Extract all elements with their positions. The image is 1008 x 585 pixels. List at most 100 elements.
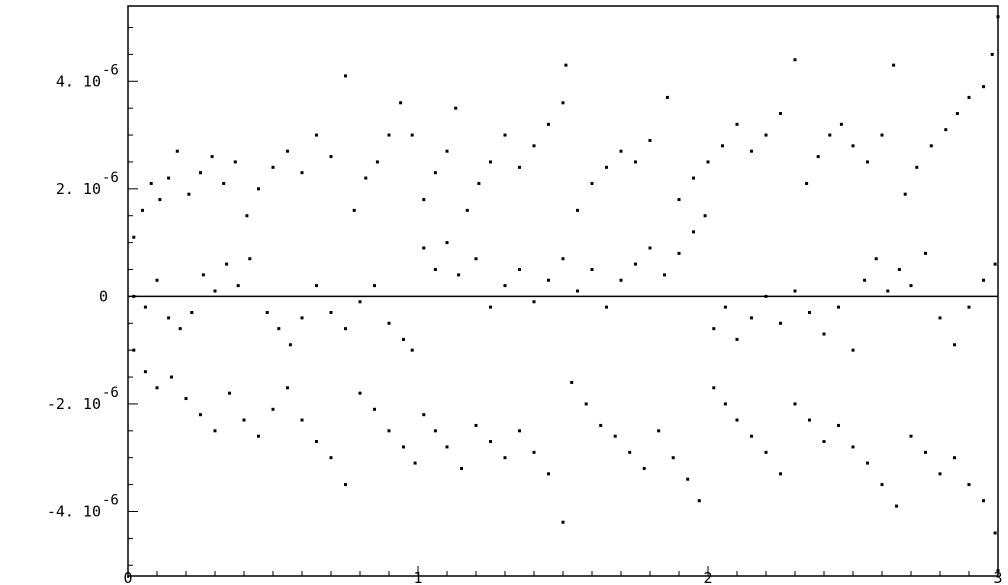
data-point [897, 267, 901, 271]
data-point [764, 294, 768, 298]
data-point [576, 289, 579, 293]
data-point [735, 418, 739, 422]
data-point [465, 208, 469, 212]
data-point [503, 456, 507, 460]
data-point [167, 176, 171, 180]
data-point [851, 445, 855, 449]
data-point [547, 472, 550, 476]
data-point [924, 251, 927, 255]
data-point [300, 171, 304, 175]
data-point [422, 198, 426, 202]
data-point [265, 311, 269, 315]
data-point [213, 429, 217, 433]
data-point [663, 273, 666, 277]
data-point [410, 133, 414, 137]
data-point [837, 423, 840, 427]
data-point [199, 171, 202, 175]
data-point [300, 418, 304, 422]
data-points [132, 15, 1000, 573]
data-point [474, 423, 478, 427]
data-point [996, 15, 1000, 19]
data-point [132, 348, 136, 352]
data-point [222, 181, 226, 185]
data-point [619, 149, 623, 153]
data-point [503, 133, 507, 137]
y-tick-label: 4. 10 [56, 72, 101, 90]
data-point [210, 155, 214, 159]
data-point [213, 289, 217, 293]
data-point [590, 181, 594, 185]
data-point [837, 305, 840, 309]
data-point [329, 311, 333, 315]
x-tick-label: 1 [413, 569, 422, 585]
data-point [793, 402, 797, 406]
data-point [532, 300, 536, 304]
data-point [764, 450, 768, 454]
data-point [561, 520, 565, 524]
data-point [518, 429, 521, 433]
data-point [938, 472, 942, 476]
data-point [677, 251, 681, 255]
data-point [433, 429, 437, 433]
data-point [628, 450, 632, 454]
data-point [257, 187, 260, 191]
data-point [648, 246, 652, 250]
data-point [358, 300, 362, 304]
data-point [155, 278, 159, 282]
data-point [286, 386, 289, 390]
data-point [590, 267, 594, 271]
data-point [422, 413, 426, 417]
data-point [143, 305, 147, 309]
data-point [692, 230, 695, 234]
data-point [170, 375, 173, 379]
data-point [570, 380, 574, 384]
data-point [402, 337, 405, 341]
y-tick-label: 0 [99, 287, 108, 305]
data-point [143, 370, 147, 374]
data-point [671, 456, 675, 460]
data-point [149, 181, 153, 185]
data-point [445, 445, 449, 449]
data-point [634, 262, 637, 266]
data-point [286, 149, 289, 153]
y-tick-exponent: -6 [102, 170, 119, 186]
data-point [457, 273, 461, 277]
data-point [886, 289, 890, 293]
data-point [764, 133, 768, 137]
data-point [874, 257, 878, 261]
data-point [816, 155, 820, 159]
data-point [233, 160, 237, 164]
data-point [564, 63, 568, 67]
data-point [271, 165, 275, 169]
data-point [967, 95, 971, 99]
data-point [518, 165, 521, 169]
data-point [750, 434, 753, 438]
data-point [712, 327, 716, 331]
data-point [605, 165, 608, 169]
data-point [410, 348, 414, 352]
data-point [477, 181, 481, 185]
data-point [373, 284, 376, 288]
data-point [993, 531, 997, 535]
data-point [141, 208, 144, 212]
data-point [489, 305, 492, 309]
data-point [924, 450, 927, 454]
axis-tick-labels: 0 1 2 34. 10-62. 10-60-2. 10-6-4. 10-6 [47, 62, 1003, 585]
data-point [315, 133, 318, 137]
data-point [344, 74, 347, 78]
data-point [375, 160, 379, 164]
data-point [460, 466, 463, 470]
plot-frame [127, 5, 999, 577]
data-point [242, 418, 246, 422]
data-point [132, 294, 136, 298]
data-point [132, 235, 136, 239]
data-point [808, 311, 811, 315]
data-point [155, 386, 159, 390]
data-point [373, 407, 376, 411]
data-point [433, 267, 437, 271]
data-point [866, 160, 869, 164]
data-point [723, 402, 727, 406]
data-point [642, 466, 646, 470]
data-point [779, 321, 782, 325]
data-point [721, 144, 724, 148]
